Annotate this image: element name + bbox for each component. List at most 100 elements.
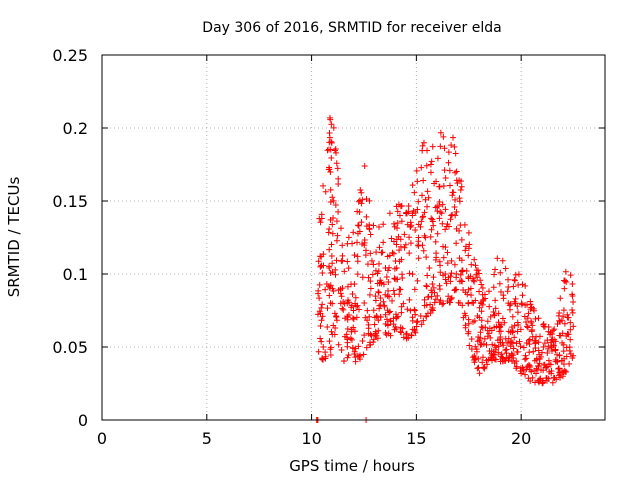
data-point: [357, 186, 364, 193]
data-point: [540, 323, 547, 330]
data-point: [318, 317, 325, 324]
data-point: [409, 271, 416, 278]
data-point: [561, 320, 568, 327]
data-point: [459, 267, 466, 274]
data-point: [482, 295, 489, 302]
data-point: [358, 189, 365, 196]
y-tick-label: 0.25: [52, 46, 88, 65]
data-point: [413, 167, 420, 174]
data-point: [503, 346, 510, 353]
data-point: [390, 321, 397, 328]
data-point: [557, 318, 564, 325]
data-point: [544, 350, 551, 357]
data-point: [500, 292, 507, 299]
data-point: [324, 147, 331, 154]
x-tick-label: 5: [202, 429, 212, 448]
data-point: [317, 263, 324, 270]
data-point: [498, 351, 505, 358]
data-point: [379, 249, 386, 256]
data-point: [452, 196, 459, 203]
data-point: [465, 252, 472, 259]
data-point: [518, 370, 525, 377]
data-point: [474, 274, 481, 281]
data-point: [530, 348, 537, 355]
data-point: [515, 281, 522, 288]
data-point: [465, 229, 472, 236]
data-point: [497, 328, 504, 335]
data-point: [344, 343, 351, 350]
data-point: [409, 326, 416, 333]
data-point: [328, 252, 335, 259]
data-point: [412, 329, 419, 336]
data-point: [389, 249, 396, 256]
data-point: [462, 324, 469, 331]
data-point: [517, 326, 524, 333]
data-point: [479, 354, 486, 361]
data-point: [393, 241, 400, 248]
data-point: [509, 339, 516, 346]
data-point: [491, 271, 498, 278]
data-point: [561, 367, 568, 374]
data-point: [424, 188, 431, 195]
data-point: [424, 272, 431, 279]
data-point: [320, 251, 327, 258]
data-point: [487, 334, 494, 341]
data-point: [492, 266, 499, 273]
data-point: [353, 303, 360, 310]
data-point: [375, 289, 382, 296]
y-axis-label: SRMTID / TECUs: [5, 177, 23, 298]
data-point: [479, 291, 486, 298]
data-point: [468, 292, 475, 299]
data-point: [413, 319, 420, 326]
data-point: [520, 344, 527, 351]
data-point: [338, 346, 345, 353]
data-point: [463, 268, 470, 275]
data-point: [361, 242, 368, 249]
data-point: [417, 313, 424, 320]
data-point: [441, 167, 448, 174]
data-point: [344, 336, 351, 343]
data-point: [344, 297, 351, 304]
data-point: [520, 366, 527, 373]
data-point: [488, 350, 495, 357]
data-point: [398, 256, 405, 263]
data-point: [430, 274, 437, 281]
data-point: [363, 247, 370, 254]
data-point: [370, 261, 377, 268]
data-point: [366, 313, 373, 320]
data-point: [442, 271, 449, 278]
data-point: [439, 243, 446, 250]
data-point: [397, 243, 404, 250]
data-point: [539, 380, 546, 387]
data-point: [411, 189, 418, 196]
data-point: [567, 272, 574, 279]
data-point: [488, 327, 495, 334]
data-point: [423, 162, 430, 169]
data-point: [320, 182, 327, 189]
data-point: [368, 257, 375, 264]
data-point: [557, 332, 564, 339]
data-point: [376, 302, 383, 309]
data-point: [385, 279, 392, 286]
data-point: [335, 341, 342, 348]
data-point: [479, 324, 486, 331]
data-point: [409, 182, 416, 189]
data-point: [396, 291, 403, 298]
data-point: [457, 271, 464, 278]
data-point: [543, 364, 550, 371]
data-point: [458, 178, 465, 185]
data-point: [326, 114, 333, 121]
data-point: [445, 223, 452, 230]
data-point: [430, 222, 437, 229]
data-point: [414, 277, 421, 284]
data-point: [327, 346, 334, 353]
data-point: [492, 305, 499, 312]
data-point: [318, 215, 325, 222]
data-point: [473, 346, 480, 353]
data-point: [451, 261, 458, 268]
data-point: [447, 299, 454, 306]
data-point: [326, 292, 333, 299]
data-point: [354, 271, 361, 278]
data-point: [492, 356, 499, 363]
data-point: [375, 223, 382, 230]
